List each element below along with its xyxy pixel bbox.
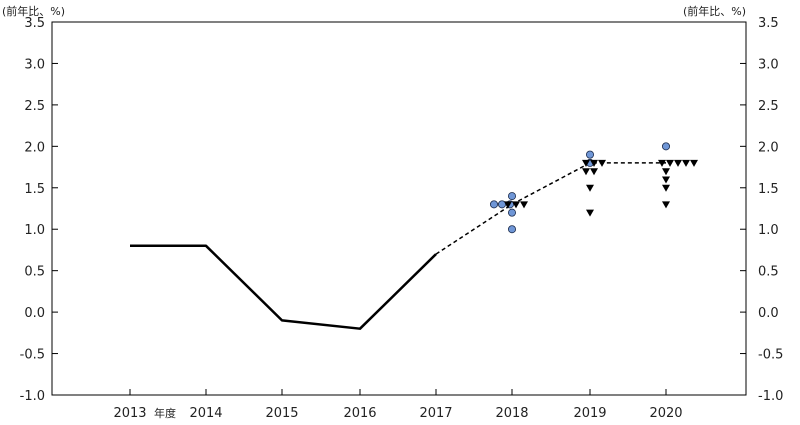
triangle-marker bbox=[586, 184, 594, 192]
triangle-marker bbox=[666, 159, 674, 167]
fiscal-year-label: 年度 bbox=[154, 406, 176, 420]
ytick-label-right: 1.5 bbox=[758, 182, 779, 197]
ytick-label-left: -1.0 bbox=[20, 389, 45, 404]
ytick-label-left: 0.0 bbox=[24, 306, 45, 321]
ytick-label-right: 0.0 bbox=[758, 306, 779, 321]
triangle-marker bbox=[674, 159, 682, 167]
ytick-label-left: 1.5 bbox=[24, 182, 45, 197]
xtick-label: 2015 bbox=[265, 406, 298, 421]
triangle-marker bbox=[582, 159, 590, 167]
xtick-label: 2017 bbox=[419, 406, 452, 421]
dot-marker bbox=[507, 192, 516, 201]
triangle-marker bbox=[590, 159, 598, 167]
ytick-label-right: 3.5 bbox=[758, 16, 779, 31]
triangle-marker bbox=[512, 201, 520, 209]
triangle-marker bbox=[590, 168, 598, 176]
plot-frame bbox=[51, 21, 747, 396]
xtick-label: 2019 bbox=[573, 406, 606, 421]
series-line-solid bbox=[130, 244, 437, 330]
triangle-marker bbox=[582, 168, 590, 176]
triangle-marker bbox=[662, 176, 670, 184]
xtick-label: 2016 bbox=[343, 406, 376, 421]
dot-marker bbox=[497, 200, 506, 209]
xtick-label: 2018 bbox=[495, 406, 528, 421]
triangle-marker bbox=[586, 209, 594, 217]
dot-marker bbox=[662, 142, 671, 151]
dot-marker bbox=[507, 225, 516, 234]
unit-label-right: (前年比、%) bbox=[683, 4, 746, 18]
unit-label-left: (前年比、%) bbox=[2, 4, 65, 18]
triangle-marker bbox=[662, 168, 670, 176]
ytick-label-right: 2.0 bbox=[758, 140, 779, 155]
dot-marker bbox=[489, 200, 498, 209]
ytick-label-left: 0.5 bbox=[24, 265, 45, 280]
ytick-label-left: 3.5 bbox=[24, 16, 45, 31]
ytick-label-right: 3.0 bbox=[758, 57, 779, 72]
triangle-marker bbox=[504, 201, 512, 209]
ytick-label-right: -1.0 bbox=[758, 389, 783, 404]
dot-marker bbox=[586, 150, 595, 159]
triangle-marker bbox=[690, 159, 698, 167]
ytick-label-right: 1.0 bbox=[758, 223, 779, 238]
triangle-marker bbox=[682, 159, 690, 167]
ytick-label-left: 2.0 bbox=[24, 140, 45, 155]
xtick-label: 2013 bbox=[113, 406, 146, 421]
xtick-label: 2020 bbox=[649, 406, 682, 421]
ytick-label-right: 2.5 bbox=[758, 99, 779, 114]
triangle-marker bbox=[658, 159, 666, 167]
series-line-dashed bbox=[435, 162, 666, 255]
triangle-marker bbox=[662, 201, 670, 209]
ytick-label-right: -0.5 bbox=[758, 348, 783, 363]
xtick-label: 2014 bbox=[189, 406, 222, 421]
triangle-marker bbox=[520, 201, 528, 209]
ytick-label-left: 2.5 bbox=[24, 99, 45, 114]
ytick-label-right: 0.5 bbox=[758, 265, 779, 280]
ytick-label-left: 1.0 bbox=[24, 223, 45, 238]
ytick-label-left: 3.0 bbox=[24, 57, 45, 72]
triangle-marker bbox=[662, 184, 670, 192]
triangle-marker bbox=[598, 159, 606, 167]
dot-marker bbox=[507, 208, 516, 217]
ytick-label-left: -0.5 bbox=[20, 348, 45, 363]
